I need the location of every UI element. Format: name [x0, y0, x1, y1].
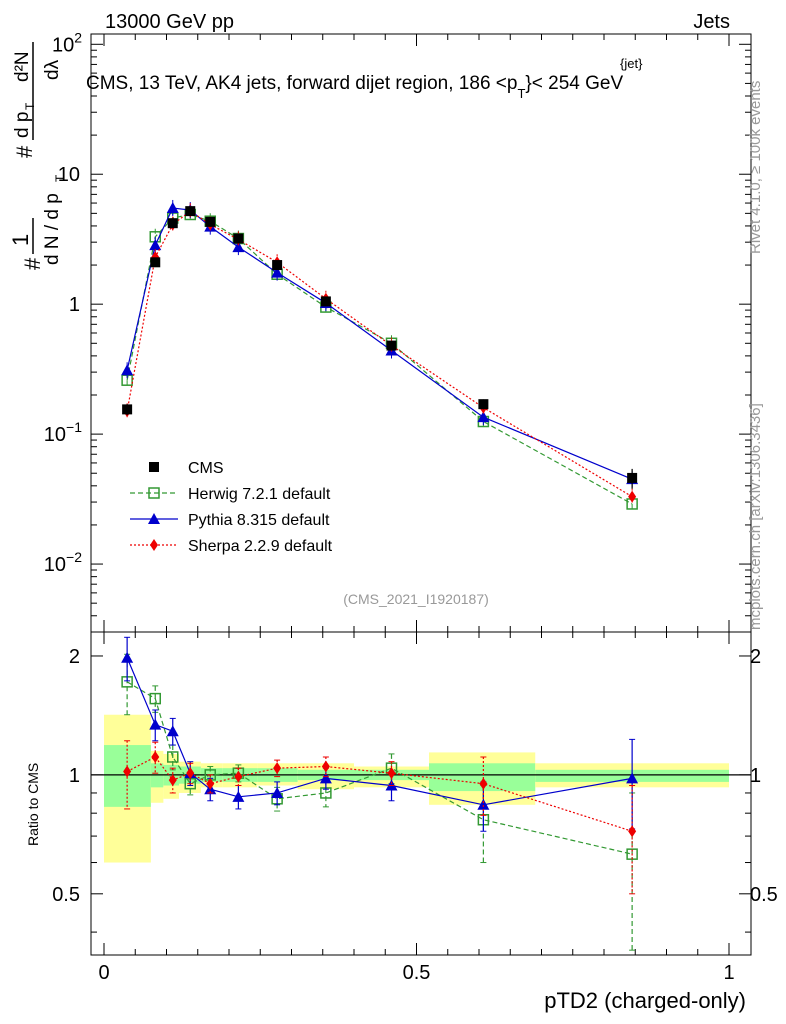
ratio-point	[477, 798, 490, 810]
y-tick-label-main: 10−1	[44, 419, 82, 446]
main-point	[121, 364, 134, 376]
legend-label: Pythia 8.315 default	[188, 512, 330, 529]
data-point	[185, 206, 196, 217]
ylabel-one: 1	[8, 234, 33, 246]
main-point	[166, 201, 179, 213]
data-point	[386, 340, 397, 351]
plot-title: CMS, 13 TeV, AK4 jets, forward dijet reg…	[86, 73, 623, 101]
x-tick-label: 0.5	[403, 962, 431, 984]
y-tick-label-ratio-left: 2	[69, 646, 80, 668]
ratio-line-2	[126, 756, 633, 832]
ratio-point	[232, 790, 245, 802]
ratio-line-0	[126, 681, 633, 855]
ratio-point	[123, 765, 132, 778]
ratio-point	[479, 777, 488, 790]
ratio-point	[271, 786, 284, 798]
ratio-point	[168, 774, 177, 787]
main-series-group	[121, 199, 639, 512]
y-tick-exponent: 2	[74, 29, 82, 45]
y-tick-label-ratio-left: 1	[69, 765, 80, 787]
data-point	[320, 296, 331, 307]
ratio-point	[167, 751, 179, 763]
legend-marker	[149, 462, 159, 472]
ylabel-dp: d p	[12, 112, 33, 138]
ratio-point	[149, 692, 161, 705]
ratio-y-axis-label: Ratio to CMS	[25, 763, 41, 846]
y-tick-label-main: 10−2	[44, 549, 82, 576]
ratio-series-group	[121, 636, 639, 951]
main-point	[232, 241, 245, 253]
ratio-point	[319, 772, 332, 784]
ylabel-d2n: d²N	[12, 51, 33, 82]
y-tick-exponent: −1	[66, 419, 82, 435]
data-point	[272, 260, 283, 271]
mcplots-label: mcplots.cern.ch [arXiv:1306.3436]	[747, 403, 764, 630]
ratio-point	[186, 767, 195, 780]
y-tick-base: 10	[52, 34, 74, 56]
data-point	[122, 404, 133, 415]
main-point	[628, 490, 637, 503]
y-tick-label-main: 10	[58, 164, 80, 186]
data-point	[150, 257, 161, 268]
y-tick-label-main: 102	[52, 29, 82, 56]
legend-label: CMS	[188, 460, 224, 477]
y-tick-label-ratio-right: 0.5	[750, 884, 778, 906]
data-point	[205, 216, 216, 227]
rivet-version-label: Rivet 4.1.0, ≥ 100k events	[747, 81, 764, 254]
legend-marker	[150, 539, 158, 551]
plot-title-sub: T	[517, 86, 525, 101]
ylabel-dp-sub: T	[23, 102, 37, 110]
legend: CMS Herwig 7.2.1 default Pythia 8.315 defa…	[130, 460, 333, 555]
data-point	[167, 218, 178, 229]
x-tick-label: 1	[723, 962, 734, 984]
ratio-point	[273, 762, 282, 775]
plot-title-main: CMS, 13 TeV, AK4 jets, forward dijet reg…	[86, 73, 517, 94]
main-point	[271, 266, 284, 278]
ratio-plot-frame	[90, 631, 752, 956]
plot-title-sup: {jet}	[620, 56, 643, 71]
y-tick-label-main: 1	[69, 294, 80, 316]
plot-title-end: }< 254 GeV	[525, 73, 623, 94]
ratio-point	[121, 651, 134, 663]
main-y-axis-label: # 1 d N / d p T # d p T d²N dλ	[8, 42, 67, 270]
x-tick-label: 0	[98, 962, 109, 984]
data-point	[627, 472, 638, 483]
header-right: Jets	[693, 11, 730, 33]
main-point	[149, 239, 162, 251]
legend-label: Herwig 7.2.1 default	[188, 486, 331, 503]
y-tick-base: 10	[44, 554, 66, 576]
ratio-point	[234, 770, 243, 783]
analysis-watermark: (CMS_2021_I1920187)	[343, 591, 489, 607]
y-tick-label-ratio-left: 0.5	[52, 884, 80, 906]
ylabel-hash: #	[20, 257, 45, 270]
ylabel-dn-sub: T	[53, 174, 67, 182]
main-point	[477, 411, 490, 423]
ylabel-dn: d N / d p	[42, 193, 63, 265]
ratio-point	[628, 825, 637, 838]
ylabel-dlambda: dλ	[42, 59, 63, 80]
data-point	[233, 233, 244, 244]
ratio-point	[149, 718, 162, 730]
ratio-point	[166, 725, 179, 737]
legend-marker	[148, 513, 160, 524]
ratio-point	[206, 777, 215, 790]
y-tick-label-ratio-right: 2	[750, 646, 761, 668]
data-point	[478, 399, 489, 410]
ratio-point	[387, 767, 396, 780]
ratio-point	[626, 772, 639, 784]
x-axis-label: pTD2 (charged-only)	[544, 988, 746, 1013]
y-tick-exponent: −2	[66, 549, 82, 565]
header-left: 13000 GeV pp	[105, 11, 234, 33]
legend-marker	[148, 487, 160, 499]
ylabel-hash-2: #	[12, 145, 37, 158]
y-tick-base: 10	[44, 424, 66, 446]
legend-label: Sherpa 2.2.9 default	[188, 538, 333, 555]
main-line-2	[126, 210, 633, 498]
ratio-point	[151, 750, 160, 763]
y-tick-label-ratio-right: 1	[750, 765, 761, 787]
ratio-point	[321, 760, 330, 773]
